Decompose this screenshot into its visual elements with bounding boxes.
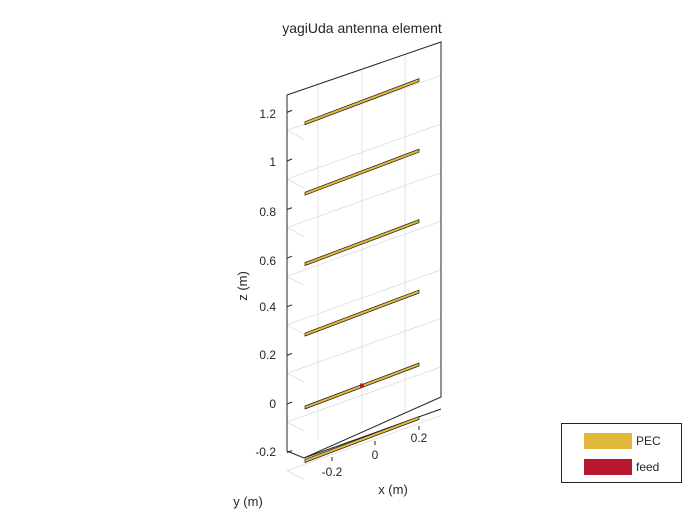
z-tick-label: 0.2 <box>259 348 276 362</box>
legend-label-pec: PEC <box>636 434 661 448</box>
z-axis-ticks: -0.2 0 0.2 0.4 0.6 0.8 1 1.2 <box>255 107 276 459</box>
x-tick-label: 0.2 <box>411 431 428 445</box>
feed-point <box>360 383 364 388</box>
z-tick-mark <box>286 450 293 454</box>
z-axis-label: z (m) <box>235 271 250 301</box>
grid-layer <box>286 54 442 480</box>
x-axis-label: x (m) <box>378 482 408 497</box>
grid-line <box>286 415 442 471</box>
z-tick-mark <box>286 304 293 308</box>
grid-line <box>286 178 305 189</box>
element-reflector <box>304 415 420 463</box>
element-director <box>304 289 420 337</box>
z-tick-mark <box>286 401 293 405</box>
grid-line <box>286 373 305 383</box>
grid-line <box>286 275 305 286</box>
box-outline <box>286 41 442 459</box>
legend-item-feed: feed <box>584 459 659 475</box>
element-director <box>304 148 420 196</box>
z-tick-mark <box>286 255 293 259</box>
z-tick-mark <box>286 109 293 113</box>
y-axis-label: y (m) <box>233 494 263 509</box>
grid-line <box>286 227 305 237</box>
z-tick-label: 0.6 <box>259 254 276 268</box>
grid-line <box>286 324 305 335</box>
feed-swatch <box>584 459 632 475</box>
x-tick-label: -0.2 <box>322 465 343 479</box>
pec-swatch <box>584 433 632 449</box>
x-tick-label: 0 <box>372 448 379 462</box>
grid-line <box>286 130 305 140</box>
element-director <box>304 78 420 126</box>
grid-line <box>286 172 442 228</box>
z-tick-mark <box>286 158 293 162</box>
grid-line <box>286 318 442 374</box>
z-tick-mark <box>286 207 293 211</box>
z-tick-label: 0 <box>269 397 276 411</box>
z-tick-mark <box>286 352 293 356</box>
legend-label-feed: feed <box>636 460 660 474</box>
z-tick-label: 0.4 <box>259 300 276 314</box>
z-tick-label: -0.2 <box>255 445 276 459</box>
antenna-elements <box>304 78 420 463</box>
figure-title: yagiUda antenna element <box>282 20 442 36</box>
grid-line <box>286 220 442 277</box>
grid-line <box>286 123 442 180</box>
legend-item-pec: PEC <box>584 433 661 449</box>
grid-line <box>286 470 305 480</box>
z-tick-label: 1.2 <box>259 107 276 121</box>
z-tick-label: 1 <box>269 155 276 169</box>
grid-line <box>286 421 305 432</box>
grid-line <box>286 269 442 326</box>
element-director <box>304 219 420 267</box>
grid-line <box>286 366 442 423</box>
z-tick-label: 0.8 <box>259 205 276 219</box>
legend: PEC feed <box>561 423 682 483</box>
axes-box <box>286 41 442 461</box>
